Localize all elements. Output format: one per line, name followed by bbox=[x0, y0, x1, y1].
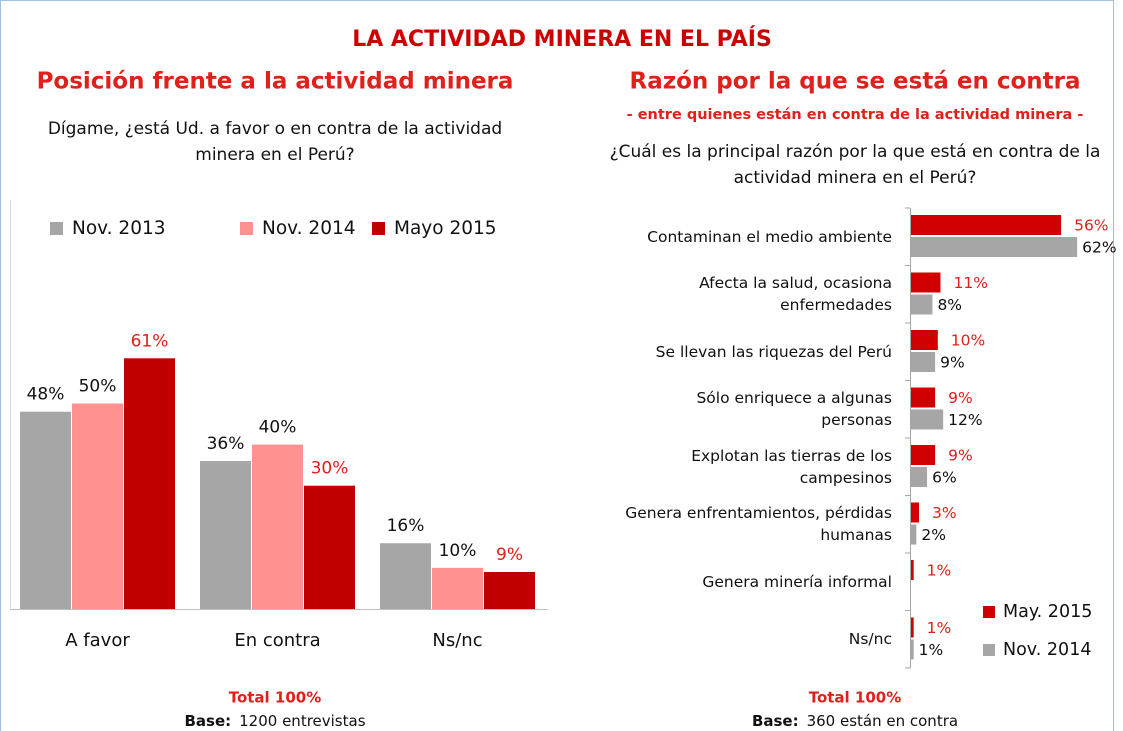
legend-label: Nov. 2013 bbox=[72, 218, 166, 239]
data-label: 9% bbox=[496, 545, 523, 565]
data-label: 2% bbox=[921, 526, 946, 544]
legend-swatch bbox=[983, 644, 995, 656]
category-label: Ns/nc bbox=[848, 630, 892, 649]
question: Dígame, ¿está Ud. a favor o en contra de… bbox=[47, 119, 503, 165]
data-label: 9% bbox=[948, 447, 973, 465]
total-note: Total 100% bbox=[809, 689, 902, 707]
bar bbox=[484, 572, 535, 609]
data-label: 11% bbox=[953, 274, 987, 292]
legend-swatch bbox=[983, 606, 995, 618]
base-note: Base: 1200 entrevistas bbox=[184, 712, 365, 730]
data-label: 6% bbox=[932, 469, 957, 487]
bar bbox=[380, 543, 431, 609]
chart-subtitle: - entre quienes están en contra de la ac… bbox=[627, 107, 1084, 123]
data-label: 36% bbox=[207, 434, 245, 454]
category-label: Genera minería informal bbox=[702, 572, 892, 591]
bar bbox=[72, 403, 123, 609]
category-label: Afecta la salud, ocasiona enfermedades bbox=[699, 274, 892, 315]
bar bbox=[200, 461, 251, 609]
chart-title: Posición frente a la actividad minera bbox=[37, 69, 514, 95]
x-tick-label: A favor bbox=[65, 630, 130, 651]
data-label: 61% bbox=[131, 331, 169, 351]
data-label: 1% bbox=[927, 562, 952, 580]
bar bbox=[911, 467, 928, 487]
data-label: 9% bbox=[940, 354, 965, 372]
data-label: 30% bbox=[311, 459, 349, 479]
data-label: 8% bbox=[937, 296, 962, 314]
x-tick-label: Ns/nc bbox=[432, 630, 482, 651]
x-tick-label: En contra bbox=[234, 630, 320, 651]
question: ¿Cuál es la principal razón por la que e… bbox=[609, 142, 1101, 188]
base-label: Base: bbox=[752, 712, 799, 730]
bar bbox=[911, 294, 933, 315]
bar bbox=[911, 237, 1078, 257]
category-label: Se llevan las riquezas del Perú bbox=[655, 342, 892, 361]
category-label: Contaminan el medio ambiente bbox=[647, 227, 892, 246]
total-note: Total 100% bbox=[229, 689, 322, 707]
chart-title: Razón por la que se está en contra bbox=[629, 69, 1080, 95]
bar bbox=[911, 502, 920, 523]
data-label: 9% bbox=[948, 389, 973, 407]
data-label: 48% bbox=[27, 385, 65, 405]
slide-title: LA ACTIVIDAD MINERA EN EL PAÍS bbox=[352, 26, 772, 52]
data-label: 16% bbox=[387, 516, 425, 536]
data-label: 1% bbox=[919, 641, 944, 659]
legend-swatch bbox=[240, 222, 253, 235]
bar bbox=[911, 524, 917, 545]
bar bbox=[911, 352, 936, 372]
legend-label: Nov. 2014 bbox=[262, 218, 356, 239]
data-label: 10% bbox=[439, 541, 477, 561]
data-label: 62% bbox=[1082, 239, 1116, 257]
data-label: 1% bbox=[927, 619, 952, 637]
data-label: 50% bbox=[79, 377, 117, 397]
bar bbox=[911, 272, 941, 293]
bar bbox=[911, 560, 914, 580]
data-label: 12% bbox=[948, 411, 982, 429]
bar bbox=[911, 387, 936, 408]
bar bbox=[252, 444, 303, 609]
data-label: 40% bbox=[259, 418, 297, 438]
bar bbox=[304, 485, 355, 609]
base-value: 1200 entrevistas bbox=[239, 712, 366, 730]
category-label: Sólo enriquece a algunas personas bbox=[696, 389, 892, 430]
legend-swatch bbox=[372, 222, 385, 235]
base-note: Base: 360 están en contra bbox=[752, 712, 958, 730]
data-label: 56% bbox=[1074, 217, 1108, 235]
category-label: Explotan las tierras de los campesinos bbox=[691, 446, 892, 487]
bar bbox=[911, 445, 936, 465]
bar bbox=[124, 358, 175, 609]
bar bbox=[911, 215, 1062, 235]
legend-label: May. 2015 bbox=[1003, 602, 1092, 622]
bar bbox=[911, 330, 938, 350]
legend-label: Nov. 2014 bbox=[1003, 640, 1091, 660]
bar bbox=[911, 409, 944, 430]
data-label: 3% bbox=[932, 504, 957, 522]
bar bbox=[911, 639, 914, 660]
base-label: Base: bbox=[184, 712, 231, 730]
bar bbox=[911, 617, 914, 638]
base-value: 360 están en contra bbox=[807, 712, 958, 730]
bar bbox=[20, 411, 71, 609]
data-label: 10% bbox=[951, 332, 985, 350]
legend-swatch bbox=[50, 222, 63, 235]
category-label: Genera enfrentamientos, pérdidas humanas bbox=[625, 504, 892, 545]
legend-label: Mayo 2015 bbox=[394, 218, 497, 239]
bar bbox=[432, 567, 483, 609]
